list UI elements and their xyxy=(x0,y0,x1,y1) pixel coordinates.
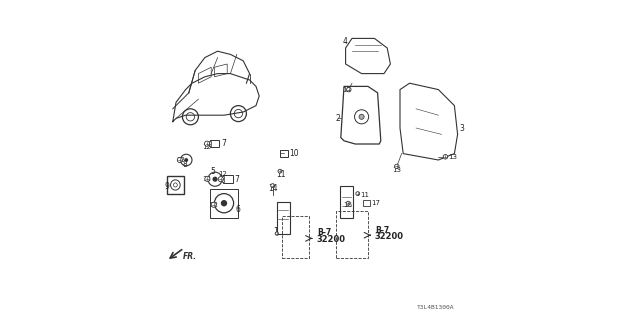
Text: 12: 12 xyxy=(176,157,185,163)
Circle shape xyxy=(443,155,448,159)
Bar xyxy=(210,189,238,218)
Text: 8: 8 xyxy=(182,160,187,169)
Bar xyxy=(210,140,219,147)
Circle shape xyxy=(356,192,360,196)
Text: 2: 2 xyxy=(335,114,340,123)
Text: 7: 7 xyxy=(234,175,239,184)
Text: 15: 15 xyxy=(342,87,351,92)
Circle shape xyxy=(218,177,223,182)
Circle shape xyxy=(177,157,182,163)
Bar xyxy=(277,202,290,234)
Text: 14: 14 xyxy=(268,184,278,193)
Circle shape xyxy=(212,177,218,182)
Text: 9: 9 xyxy=(165,182,170,191)
Text: 3: 3 xyxy=(460,124,464,132)
Text: 4: 4 xyxy=(342,37,348,46)
Text: 7: 7 xyxy=(222,139,227,148)
Bar xyxy=(340,186,353,218)
Bar xyxy=(167,176,184,194)
Bar xyxy=(280,150,288,157)
Bar xyxy=(336,211,368,258)
Text: 13: 13 xyxy=(448,154,457,160)
Text: 12: 12 xyxy=(219,172,227,177)
Text: 13: 13 xyxy=(392,167,401,172)
Text: 12: 12 xyxy=(210,202,218,208)
Text: B-7: B-7 xyxy=(375,226,390,235)
Text: 11: 11 xyxy=(276,170,285,179)
Circle shape xyxy=(278,169,282,173)
Circle shape xyxy=(275,232,278,235)
Circle shape xyxy=(394,164,399,169)
Circle shape xyxy=(205,141,210,146)
Text: 12: 12 xyxy=(202,144,211,149)
Text: 1: 1 xyxy=(273,228,278,236)
Circle shape xyxy=(221,200,227,206)
Circle shape xyxy=(347,87,351,92)
Text: 17: 17 xyxy=(371,200,380,206)
Text: B-7: B-7 xyxy=(317,228,331,237)
Circle shape xyxy=(271,184,275,188)
Circle shape xyxy=(359,114,364,119)
Bar xyxy=(209,141,211,146)
Circle shape xyxy=(184,158,188,162)
Bar xyxy=(282,216,309,258)
Text: 16: 16 xyxy=(344,203,353,208)
Circle shape xyxy=(205,176,210,181)
Text: 32200: 32200 xyxy=(316,235,345,244)
Bar xyxy=(223,175,233,183)
Circle shape xyxy=(211,202,216,207)
Text: 5: 5 xyxy=(211,167,216,176)
Circle shape xyxy=(346,201,350,205)
Bar xyxy=(223,176,225,182)
Text: 11: 11 xyxy=(360,192,369,197)
Text: 6: 6 xyxy=(236,205,240,214)
Text: FR.: FR. xyxy=(183,252,197,261)
Text: 10: 10 xyxy=(290,149,300,158)
Text: 32200: 32200 xyxy=(375,232,404,241)
Bar xyxy=(362,200,370,206)
Text: T3L4B1300A: T3L4B1300A xyxy=(417,305,454,310)
Text: 12: 12 xyxy=(202,176,211,182)
